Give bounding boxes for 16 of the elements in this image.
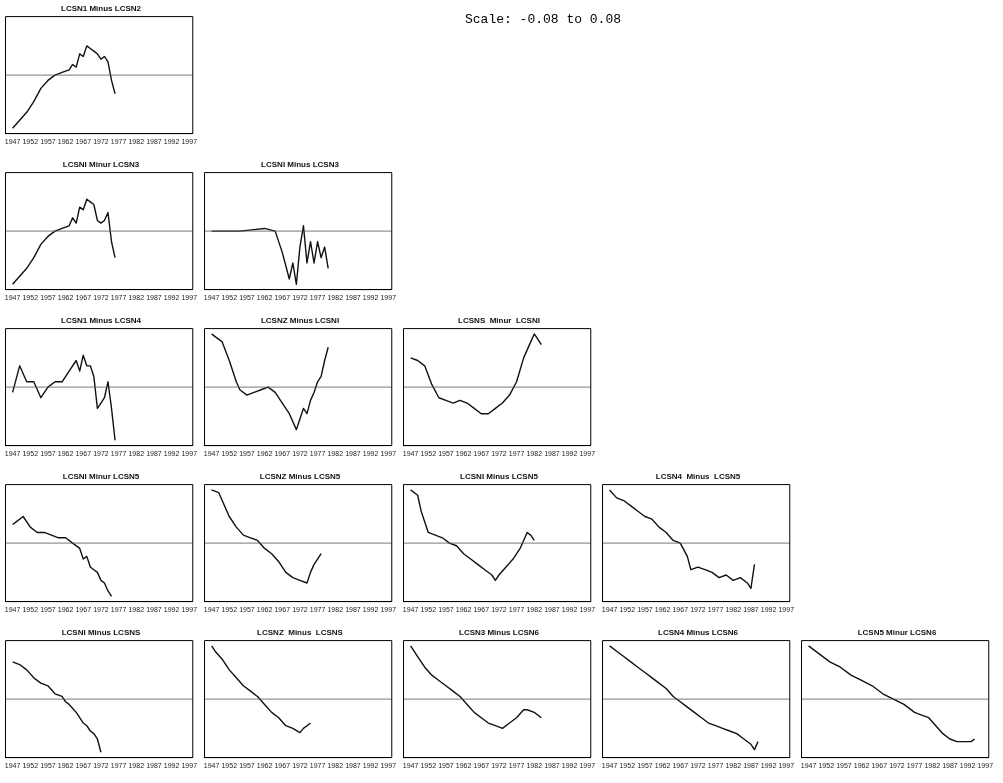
chart-title: LCSNI Minus LCSNS (61, 628, 141, 637)
chart-title: LCSN1 Minus LCSN2 (60, 4, 142, 13)
chart-title: LCSNI Minur LCSN3 (62, 160, 140, 169)
chart-title: LCSNZ Minus LCSNS (257, 628, 344, 637)
chart-title: LCSN4 Minus LCSN6 (657, 628, 739, 637)
chart-title: LCSNI Minur LCSN5 (62, 472, 140, 481)
chart-title: LCSNI Minus LCSN3 (261, 160, 340, 169)
chart-title: LCSNS Minur LCSNI (458, 316, 540, 325)
chart-title: LCSN3 Minus LCSN6 (458, 628, 540, 637)
chart-title: LCSN1 Minus LCSN4 (60, 316, 142, 325)
chart-title: LCSNZ Minus LCSNI (260, 316, 340, 325)
chart-title: LCSN5 Minur LCSN6 (857, 628, 937, 637)
chart-title: LCSNI Minus LCSN5 (460, 472, 539, 481)
chart-title: LCSN4 Minus LCSN5 (655, 472, 741, 481)
text: Scale: -0.08 to 0.08 (465, 12, 622, 27)
chart-title: LCSNZ Minus LCSN5 (259, 472, 341, 481)
